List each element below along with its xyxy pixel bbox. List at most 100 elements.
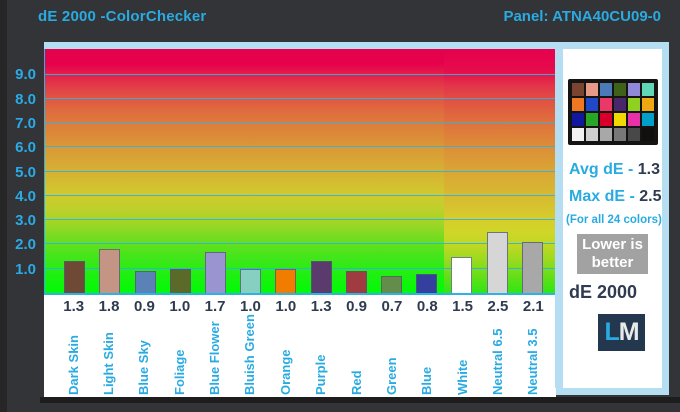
bar-value: 2.5 [487,298,509,315]
color-patch [571,83,584,96]
bar-dark-skin [64,261,86,293]
panel-model-label: Panel: ATNA40CU09-0 [503,8,661,25]
bar-red [345,271,367,293]
color-patch [571,98,584,111]
color-patch [613,128,626,141]
bar-neutral-6-5 [486,232,508,293]
y-tick-label: 3.0 [15,212,36,230]
x-axis-label: Bluish Green [242,314,258,395]
metric-name-label: dE 2000 [569,282,638,302]
x-axis-label: Blue [419,366,435,395]
avg-de-value: 1.3 [637,161,660,178]
panel-right-border [662,42,669,395]
gridline [45,194,555,196]
color-patch [599,83,612,96]
bar-light-skin [99,249,121,293]
x-axis-label: White [454,359,470,395]
x-axis-label-cell: Blue [410,317,445,397]
color-patch [627,113,640,126]
y-tick-label: 5.0 [15,163,36,181]
x-axis-label-cell: Light Skin [91,317,126,397]
gridline [45,122,555,124]
color-patch [641,113,654,126]
logo-letter-m: M [618,318,640,346]
x-axis-labels: Dark Skin Light Skin Blue Sky Foliage Blue F… [44,314,556,397]
bar-value: 1.5 [452,298,474,315]
color-patch [627,98,640,111]
y-axis: 1.0 2.0 3.0 4.0 5.0 6.0 7.0 8.0 9.0 [0,49,40,295]
x-axis-label-cell: Green [374,317,409,397]
side-panel: Avg dE - 1.3 Max dE - 2.5 (For all 24 co… [563,49,662,388]
x-axis-label: Neutral 3.5 [525,328,541,395]
bar-value: 1.8 [98,298,120,315]
x-axis-label-cell: Neutral 3.5 [516,317,551,397]
bar-green [381,276,403,293]
y-tick-label: 1.0 [15,260,36,278]
x-axis-label-cell: Bluish Green [233,314,268,397]
color-patch [585,98,598,111]
max-de-label: Max dE - [569,188,640,205]
color-patch [641,83,654,96]
bar-value: 0.9 [346,298,367,315]
colors-note: (For all 24 colors) [566,214,662,226]
color-patch [641,98,654,111]
bottom-edge-shadow [40,397,680,403]
bar-foliage [169,268,191,293]
x-axis-label-cell: Foliage [162,317,197,397]
y-tick-label: 6.0 [15,139,36,157]
color-patch [599,128,612,141]
x-axis-label: Green [383,357,399,395]
x-axis-label: Light Skin [101,332,117,395]
x-axis-label-cell: Neutral 6.5 [480,317,515,397]
y-tick-label: 8.0 [15,90,36,108]
bar-value: 1.3 [310,298,332,315]
panel-bottom-border [556,388,669,395]
color-patch [613,98,626,111]
x-axis-label-cell: White [445,317,480,397]
x-axis-label-cell: Blue Sky [127,317,162,397]
bar-value: 1.3 [63,298,85,315]
max-de-value: 2.5 [639,188,662,205]
gridline [45,146,555,148]
bar-purple [310,261,332,293]
gridline [45,267,555,269]
bar-bluish-green [240,268,262,293]
x-axis-label: Blue Flower [207,321,223,395]
badge-line1: Lower is [582,236,643,253]
y-tick-label: 7.0 [15,115,36,133]
y-tick-label: 4.0 [15,187,36,205]
bar-blue-sky [134,271,156,293]
bar-value: 2.1 [522,298,544,315]
chart-plot-area [44,49,555,295]
bar-value: 0.8 [416,298,438,315]
bar-white [451,256,473,293]
x-axis-label: Purple [313,354,329,395]
color-patch [613,83,626,96]
bar-value: 1.0 [240,298,261,315]
y-tick-label: 9.0 [15,66,36,84]
x-axis-label-cell: Blue Flower [197,317,232,397]
color-patch [585,128,598,141]
logo-letter-l: L [604,318,619,346]
avg-de-label: Avg dE - [569,161,638,178]
color-patch [627,128,640,141]
color-patch [585,83,598,96]
color-patch [641,128,654,141]
bar-blue-flower [204,251,226,293]
lower-is-better-badge: Lower is better [577,234,648,274]
color-patch [571,128,584,141]
colorchecker-image [567,79,658,145]
gridline [45,219,555,221]
page-title: dE 2000 -ColorChecker [38,8,207,25]
x-axis-label: Neutral 6.5 [489,328,505,395]
bar-orange [275,268,297,293]
gridline [45,97,555,99]
x-axis-label: Blue Sky [136,340,152,395]
x-axis-label: Orange [277,349,293,395]
bar-value-row: 1.3 1.8 0.9 1.0 1.7 1.0 1.0 1.3 0.9 0.7 0.8 1.5 2.5 2… [44,295,556,317]
bar-value: 1.0 [275,298,297,315]
max-de-stat: Max dE - 2.5 [569,188,662,206]
bar-value: 0.9 [133,298,155,315]
